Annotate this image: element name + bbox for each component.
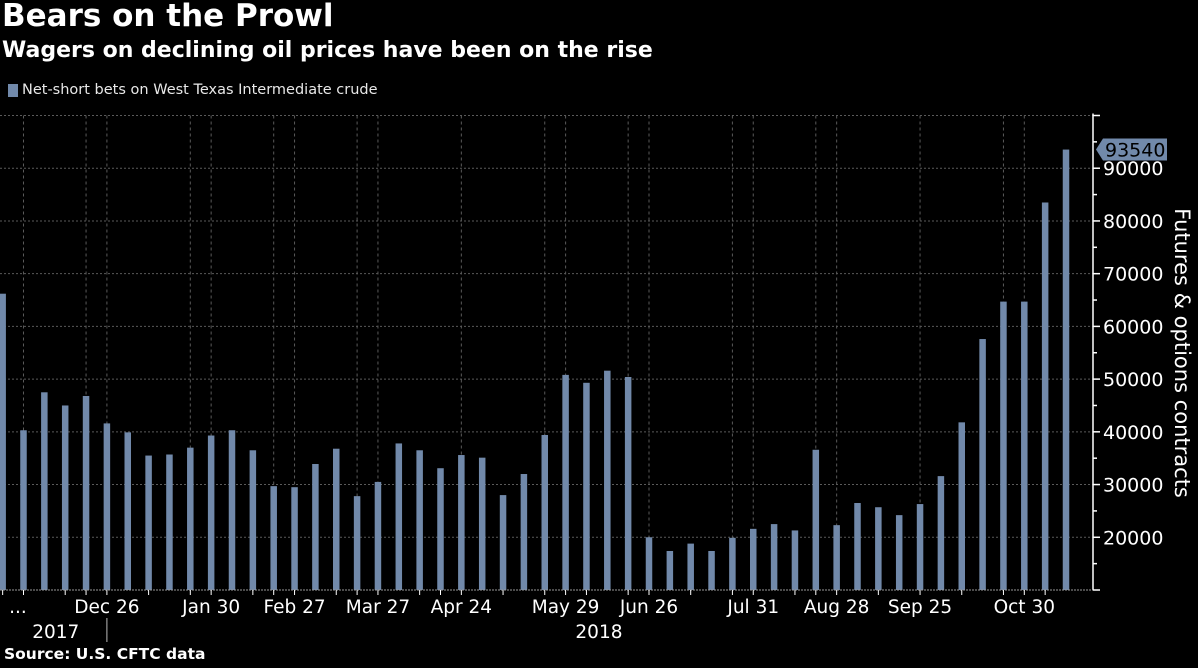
last-value-box	[1096, 138, 1167, 161]
bar	[166, 454, 173, 590]
bar	[458, 455, 465, 590]
bar	[729, 537, 736, 590]
bar	[499, 495, 507, 590]
year-label: 2017	[32, 622, 79, 643]
x-tick-label: Jan 30	[181, 597, 240, 618]
bar	[228, 430, 236, 590]
x-tick-label: Oct 30	[994, 597, 1055, 618]
y-tick-label: 40000	[1103, 422, 1163, 444]
bar	[895, 515, 903, 590]
bar	[604, 370, 611, 590]
last-value-label: 93540	[1105, 140, 1165, 162]
bar	[645, 537, 653, 590]
bar	[270, 486, 277, 590]
bar	[708, 550, 715, 590]
bar	[666, 550, 674, 590]
bar	[145, 455, 152, 590]
source-note: Source: U.S. CFTC data	[4, 645, 206, 663]
bar	[353, 496, 361, 590]
bar	[82, 395, 90, 590]
y-axis: 20000 30000 40000 50000 60000 70000 80000 90000…	[1092, 113, 1167, 591]
y-tick-label: 30000	[1103, 475, 1163, 497]
bar	[1041, 202, 1049, 590]
y-tick-label: 80000	[1103, 211, 1163, 233]
bar	[41, 392, 48, 590]
x-tick-label: Feb 27	[263, 597, 325, 618]
bar	[687, 543, 694, 590]
bar	[583, 382, 590, 590]
legend-swatch	[8, 83, 18, 97]
bar	[770, 524, 778, 590]
bar	[187, 447, 194, 590]
bar	[416, 450, 423, 590]
bar	[1000, 301, 1007, 590]
bar	[0, 293, 6, 590]
bar	[103, 423, 111, 590]
x-tick-label: Jun 26	[619, 597, 678, 618]
bar	[478, 457, 486, 590]
x-tick-label: Dec 26	[74, 597, 139, 618]
bar	[979, 339, 986, 590]
bar	[249, 450, 257, 590]
bar	[61, 405, 69, 590]
bar	[124, 432, 131, 590]
year-label: 2018	[575, 622, 622, 643]
legend-label: Net-short bets on West Texas Intermediat…	[22, 82, 378, 98]
legend: Net-short bets on West Texas Intermediat…	[8, 82, 378, 98]
bar	[875, 507, 882, 590]
chart-title: Bears on the Prowl	[2, 0, 334, 34]
bar	[1021, 301, 1028, 590]
bar	[520, 474, 528, 590]
bar	[291, 487, 298, 590]
last-value-callout: 93540	[1096, 138, 1167, 162]
x-axis: ... Dec 26 Jan 30 Feb 27 Mar 27 Apr 24 May 29 J…	[0, 589, 1093, 643]
bar	[1062, 149, 1070, 591]
bar	[791, 530, 799, 590]
bar	[562, 374, 569, 590]
x-tick-label: Mar 27	[346, 597, 410, 618]
x-tick-label: May 29	[532, 597, 600, 618]
bar	[395, 443, 403, 590]
y-axis-title: Futures & options contracts	[1170, 208, 1194, 498]
bar	[833, 525, 840, 590]
bars	[0, 149, 1070, 591]
y-tick-label: 70000	[1103, 264, 1163, 286]
y-tick-label: 90000	[1103, 158, 1163, 180]
bar	[750, 528, 757, 590]
x-tick-label: Aug 28	[804, 597, 870, 618]
x-tick-label: ...	[9, 597, 27, 618]
y-tick-label: 20000	[1103, 527, 1163, 549]
grid-layer	[0, 115, 1093, 590]
bar	[207, 435, 215, 590]
y-tick-label: 60000	[1103, 316, 1163, 338]
y-tick-label: 50000	[1103, 369, 1163, 391]
bar	[958, 422, 965, 590]
bar	[812, 449, 820, 590]
bar	[312, 463, 319, 590]
bar	[916, 504, 924, 590]
bar	[937, 476, 945, 590]
x-tick-label: Apr 24	[431, 597, 492, 618]
x-tick-label: Jul 31	[726, 597, 779, 618]
x-tick-label: Sep 25	[888, 597, 952, 618]
bar	[374, 481, 382, 590]
bar	[437, 468, 444, 590]
bar	[624, 377, 632, 590]
chart-subtitle: Wagers on declining oil prices have been…	[2, 38, 653, 63]
bar	[333, 448, 340, 590]
bar	[854, 503, 861, 590]
bar	[20, 430, 27, 590]
bar	[541, 434, 548, 590]
